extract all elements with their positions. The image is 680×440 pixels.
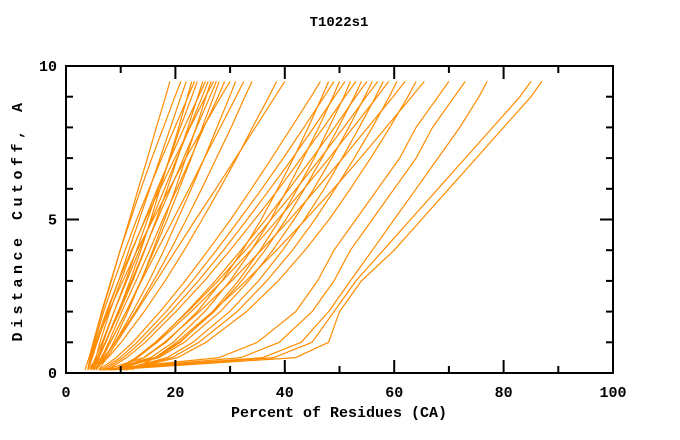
model-curve (114, 81, 379, 371)
plot-frame (65, 65, 614, 374)
model-curve (109, 81, 543, 371)
model-curve (109, 81, 341, 371)
chart-title: T1022s1 (310, 15, 369, 31)
x-tick-label: 80 (495, 385, 513, 402)
model-curve (98, 81, 450, 371)
model-curve (98, 81, 321, 371)
y-tick-label: 0 (48, 366, 57, 383)
x-tick-label: 60 (385, 385, 403, 402)
model-curve (90, 81, 253, 371)
model-curve (101, 81, 466, 371)
model-curve (98, 81, 286, 371)
x-tick-label: 20 (166, 385, 184, 402)
tick-labels: 0 20 40 60 80 100 0 5 10 (39, 59, 627, 402)
x-tick-label: 40 (276, 385, 294, 402)
model-curve (109, 81, 532, 371)
model-curve (123, 81, 398, 371)
y-tick-label: 5 (48, 213, 57, 230)
model-curve (87, 81, 182, 371)
x-tick-label: 0 (61, 385, 70, 402)
model-curve (95, 81, 245, 371)
model-curve (120, 81, 384, 371)
model-curve (87, 81, 231, 371)
model-curve (126, 81, 417, 371)
model-curve (101, 81, 335, 371)
model-curve (95, 81, 212, 371)
x-axis-label: Percent of Residues (CA) (231, 405, 447, 422)
model-curve (87, 81, 196, 371)
model-curve (115, 81, 351, 371)
model-curve (120, 81, 406, 371)
y-tick-label: 10 (39, 59, 57, 76)
model-curve (131, 81, 425, 371)
x-tick-label: 100 (599, 385, 626, 402)
model-curve (103, 81, 346, 371)
model-curve (112, 81, 373, 371)
model-curves (84, 81, 543, 371)
model-curve (104, 81, 488, 371)
y-axis-label: Distance Cutoff, A (10, 98, 27, 341)
model-curve (87, 81, 215, 371)
model-curve (92, 81, 278, 371)
model-curve (114, 81, 390, 371)
model-curve (104, 81, 330, 371)
model-curve (92, 81, 198, 371)
model-curve (87, 81, 187, 371)
model-curve (92, 81, 217, 371)
model-curve (106, 81, 357, 371)
